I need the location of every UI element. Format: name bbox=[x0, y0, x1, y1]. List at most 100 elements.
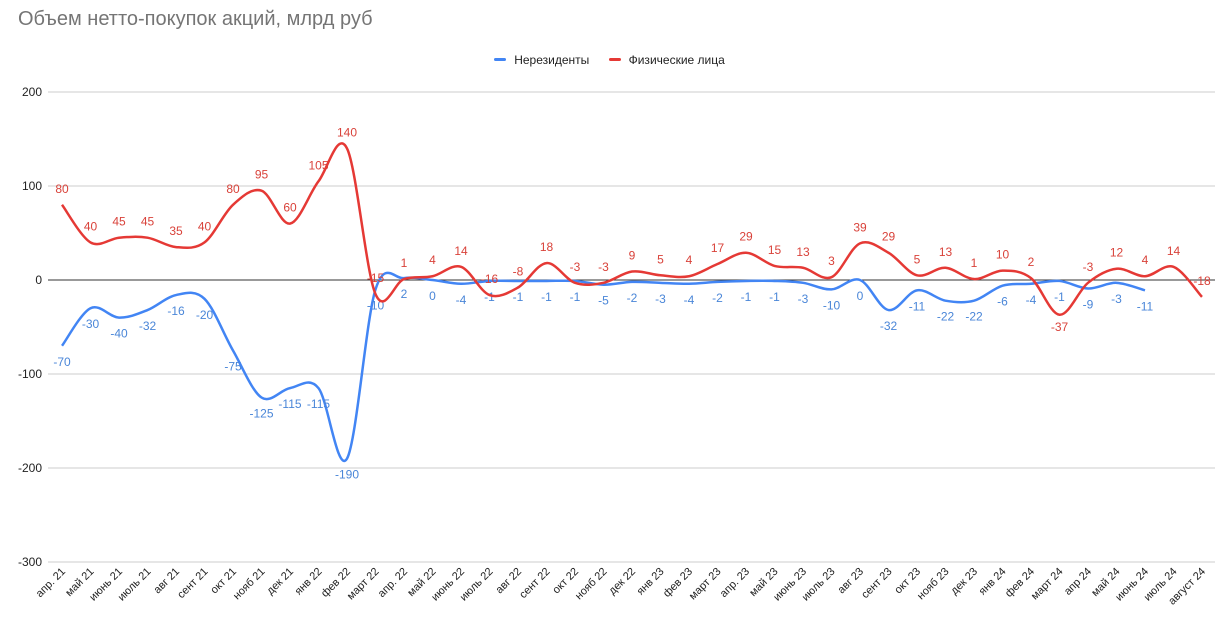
data-label: -40 bbox=[110, 327, 128, 341]
data-label: 15 bbox=[768, 243, 782, 257]
data-label: 13 bbox=[939, 245, 953, 259]
data-label: -20 bbox=[196, 308, 214, 322]
data-label: 45 bbox=[112, 215, 126, 229]
legend-swatch bbox=[494, 58, 507, 61]
data-label: -1 bbox=[570, 290, 581, 304]
x-tick-label: сент 22 bbox=[517, 566, 552, 601]
data-label: 3 bbox=[828, 254, 835, 268]
data-label: -1 bbox=[769, 290, 780, 304]
data-label: -1 bbox=[741, 290, 752, 304]
data-label: 29 bbox=[882, 230, 896, 244]
data-label: -3 bbox=[570, 260, 581, 274]
x-tick-label: нояб 21 bbox=[231, 566, 268, 603]
data-label: -9 bbox=[1083, 297, 1094, 311]
data-label: 10 bbox=[996, 248, 1010, 262]
data-label: -22 bbox=[965, 310, 983, 324]
data-label: -2 bbox=[627, 291, 638, 305]
data-label: 17 bbox=[711, 241, 725, 255]
data-label: 0 bbox=[429, 289, 436, 303]
data-label: 1 bbox=[401, 256, 408, 270]
x-tick-label: нояб 23 bbox=[915, 566, 952, 603]
data-label: 40 bbox=[84, 219, 98, 233]
data-label: -10 bbox=[823, 298, 841, 312]
data-label: 14 bbox=[454, 244, 468, 258]
data-label: 4 bbox=[686, 253, 693, 267]
data-label: -30 bbox=[82, 317, 100, 331]
y-tick-label: -300 bbox=[18, 555, 42, 569]
data-label: -3 bbox=[655, 292, 666, 306]
data-label: -4 bbox=[684, 293, 695, 307]
data-label: -32 bbox=[880, 319, 898, 333]
data-label: -4 bbox=[1026, 293, 1037, 307]
x-tick-label: март 24 bbox=[1029, 566, 1066, 603]
y-tick-label: 0 bbox=[35, 273, 42, 287]
data-label: 140 bbox=[337, 125, 357, 139]
data-label: -32 bbox=[139, 319, 157, 333]
data-label: -75 bbox=[224, 360, 242, 374]
data-label: -1 bbox=[1054, 290, 1065, 304]
x-tick-label: нояб 22 bbox=[573, 566, 610, 603]
data-label: 29 bbox=[739, 230, 753, 244]
x-tick-label: сент 23 bbox=[859, 566, 894, 601]
y-tick-label: 200 bbox=[22, 85, 42, 99]
data-label: 4 bbox=[1142, 253, 1149, 267]
legend-item-individuals[interactable]: Физические лица bbox=[608, 53, 725, 67]
data-label: -18 bbox=[1193, 274, 1211, 288]
data-label: -8 bbox=[513, 265, 524, 279]
data-label: 14 bbox=[1167, 244, 1181, 258]
data-label: 80 bbox=[226, 182, 240, 196]
data-label: 12 bbox=[1110, 246, 1124, 260]
x-tick-label: март 23 bbox=[687, 566, 724, 603]
data-label: -1 bbox=[484, 290, 495, 304]
data-label: 105 bbox=[308, 158, 328, 172]
data-label: -3 bbox=[1083, 260, 1094, 274]
legend: Нерезиденты Физические лица bbox=[0, 50, 1219, 67]
data-label: -1 bbox=[541, 290, 552, 304]
legend-swatch bbox=[608, 58, 621, 61]
data-label: -3 bbox=[1111, 292, 1122, 306]
x-tick-label: апр 24 bbox=[1062, 566, 1094, 598]
data-label: -115 bbox=[278, 397, 301, 411]
data-label: -4 bbox=[456, 293, 467, 307]
data-label: -190 bbox=[335, 468, 359, 482]
data-label: -3 bbox=[598, 260, 609, 274]
data-label: -37 bbox=[1051, 320, 1069, 334]
x-tick-label: дек 21 bbox=[265, 566, 297, 598]
data-label: -15 bbox=[367, 271, 385, 285]
data-label: 18 bbox=[540, 240, 554, 254]
data-label: 4 bbox=[429, 253, 436, 267]
data-label: 45 bbox=[141, 215, 155, 229]
data-label: 2 bbox=[1028, 255, 1035, 269]
data-label: -70 bbox=[53, 355, 71, 369]
data-label: 1 bbox=[971, 256, 978, 270]
y-tick-label: -200 bbox=[18, 461, 42, 475]
data-label: 39 bbox=[853, 220, 867, 234]
data-label: 2 bbox=[401, 287, 408, 301]
data-label: 60 bbox=[283, 201, 297, 215]
x-tick-label: дек 22 bbox=[607, 566, 639, 598]
x-tick-label: март 22 bbox=[345, 566, 382, 603]
x-tick-label: дек 23 bbox=[949, 566, 981, 598]
data-label: -5 bbox=[598, 294, 609, 308]
data-label: 35 bbox=[169, 224, 183, 238]
chart-title: Объем нетто-покупок акций, млрд руб bbox=[18, 8, 373, 30]
data-label: 0 bbox=[857, 289, 864, 303]
data-label: -6 bbox=[997, 295, 1008, 309]
y-tick-label: -100 bbox=[18, 367, 42, 381]
legend-item-nonresidents[interactable]: Нерезиденты bbox=[494, 53, 589, 67]
data-label: 95 bbox=[255, 168, 269, 182]
data-label: -115 bbox=[307, 397, 330, 411]
data-label: 13 bbox=[796, 245, 810, 259]
data-label: -3 bbox=[798, 292, 809, 306]
data-label: -2 bbox=[712, 291, 723, 305]
series-line-1 bbox=[60, 142, 1203, 317]
x-tick-label: апр. 23 bbox=[718, 566, 752, 600]
data-label: -16 bbox=[167, 304, 185, 318]
data-label: 5 bbox=[914, 252, 921, 266]
data-label: 9 bbox=[629, 249, 636, 263]
y-tick-label: 100 bbox=[22, 179, 42, 193]
data-label: -11 bbox=[1137, 299, 1154, 313]
data-label: -125 bbox=[249, 407, 273, 421]
